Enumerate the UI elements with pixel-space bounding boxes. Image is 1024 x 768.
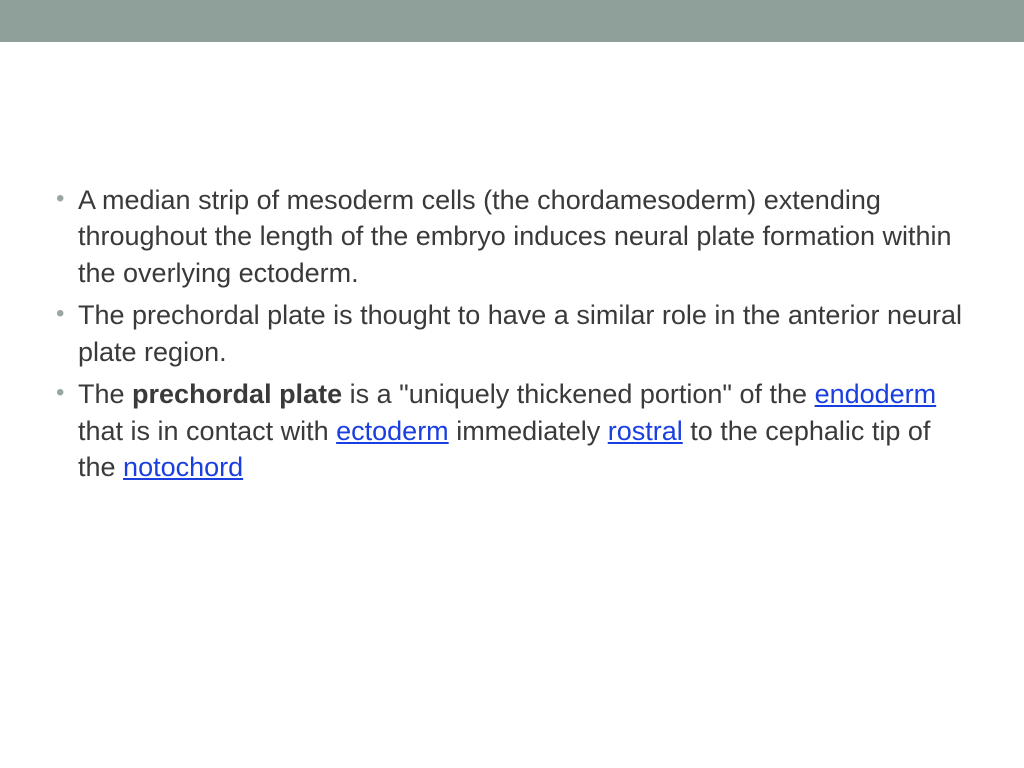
bullet-item: The prechordal plate is a "uniquely thic… [50,376,974,485]
link-endoderm[interactable]: endoderm [815,379,937,409]
bullet-text: A median strip of mesoderm cells (the ch… [78,185,952,288]
slide-content: A median strip of mesoderm cells (the ch… [0,42,1024,486]
link-rostral[interactable]: rostral [608,416,683,446]
bullet-text-fragment: immediately [449,416,608,446]
bullet-item: A median strip of mesoderm cells (the ch… [50,182,974,291]
bullet-text-fragment: The [78,379,132,409]
link-ectoderm[interactable]: ectoderm [336,416,449,446]
bullet-item: The prechordal plate is thought to have … [50,297,974,370]
header-bar [0,0,1024,42]
bullet-text: The prechordal plate is thought to have … [78,300,962,366]
bullet-text-fragment: is a "uniquely thickened portion" of the [342,379,814,409]
bullet-list: A median strip of mesoderm cells (the ch… [50,182,974,486]
bold-term: prechordal plate [132,379,342,409]
bullet-text-fragment: that is in contact with [78,416,336,446]
link-notochord[interactable]: notochord [123,452,243,482]
